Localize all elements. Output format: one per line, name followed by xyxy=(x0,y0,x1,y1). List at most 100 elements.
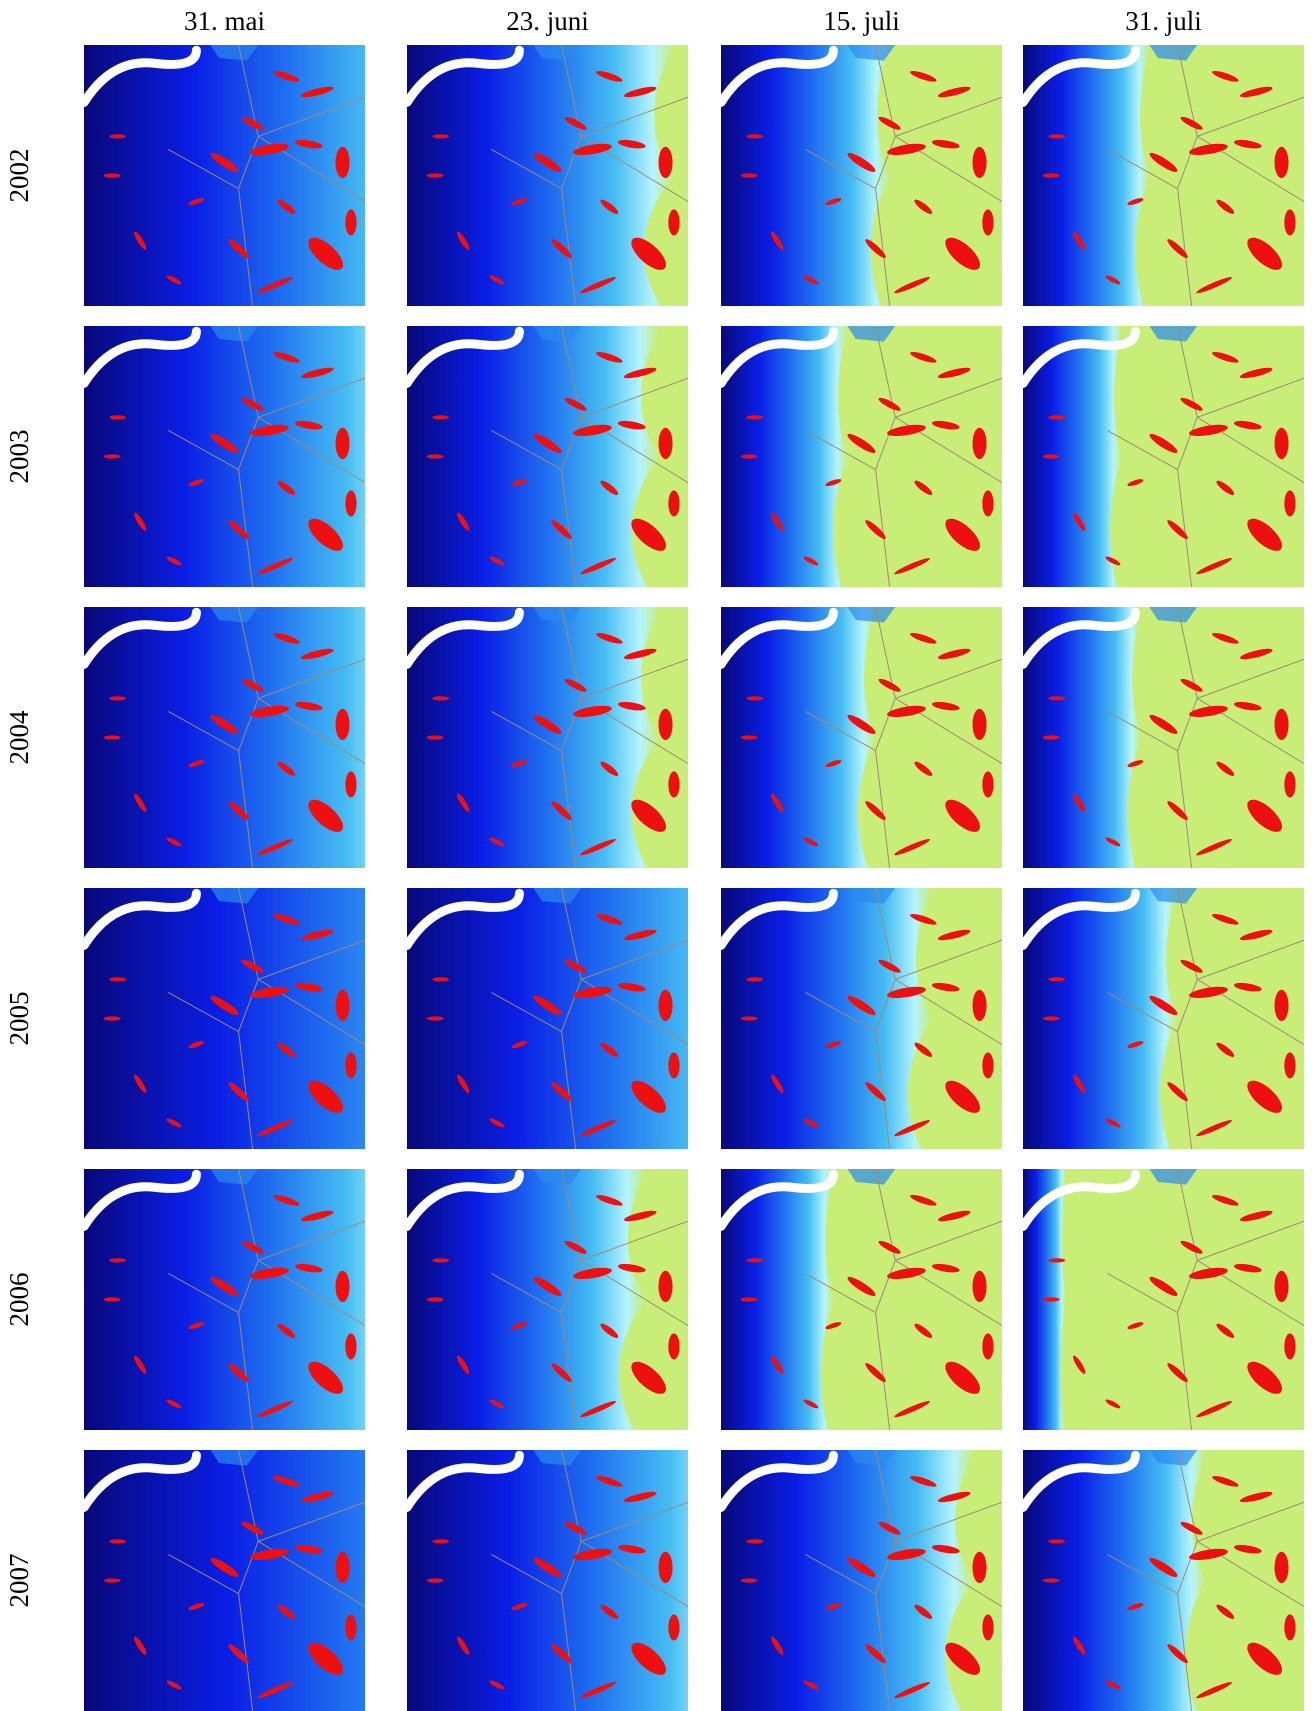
snow-cover xyxy=(84,326,365,587)
map-content xyxy=(84,1450,365,1711)
border-lines xyxy=(805,1169,1002,1430)
snow-cover xyxy=(407,45,674,306)
border-lines xyxy=(805,888,1002,1149)
map-panel xyxy=(721,45,1002,306)
snow-top xyxy=(847,326,896,342)
border-lines xyxy=(168,45,365,306)
snow-top xyxy=(533,45,582,61)
map-content xyxy=(407,45,688,306)
snow-cover xyxy=(407,1450,688,1711)
snow-top xyxy=(847,45,896,61)
river xyxy=(407,1450,524,1512)
map-panel xyxy=(721,607,1002,868)
map-panel xyxy=(84,1450,365,1711)
snow-cover xyxy=(407,1169,646,1430)
snow-top xyxy=(210,888,259,904)
map-content xyxy=(407,1450,688,1711)
border-lines xyxy=(491,1450,688,1711)
border-lines xyxy=(1107,1169,1304,1430)
river xyxy=(84,1450,201,1512)
snow-top xyxy=(533,607,582,623)
snow-cover xyxy=(407,326,660,587)
border-lines xyxy=(805,326,1002,587)
river xyxy=(1023,607,1140,669)
river xyxy=(721,1450,838,1512)
snow-cover xyxy=(721,607,876,868)
map-panel xyxy=(84,888,365,1149)
snow-cover xyxy=(84,607,365,868)
river xyxy=(407,1169,524,1231)
snow-top xyxy=(533,1450,582,1466)
snow-cover xyxy=(1023,607,1142,868)
snow-top xyxy=(533,326,582,342)
border-lines xyxy=(491,45,688,306)
map-panel xyxy=(407,888,688,1149)
map-content xyxy=(721,1450,1002,1711)
border-lines xyxy=(1107,45,1304,306)
river xyxy=(1023,1450,1140,1512)
map-content xyxy=(1023,326,1304,587)
snow-top xyxy=(210,326,259,342)
river xyxy=(721,888,838,950)
snow-top xyxy=(533,888,582,904)
map-panel xyxy=(721,888,1002,1149)
map-panel xyxy=(407,607,688,868)
map-panel xyxy=(407,326,688,587)
snow-top xyxy=(1149,607,1198,623)
map-content xyxy=(1023,1169,1304,1430)
border-lines xyxy=(805,1450,1002,1711)
column-header: 15. juli xyxy=(823,6,900,36)
map-content xyxy=(721,888,1002,1149)
map-content xyxy=(84,607,365,868)
map-panel xyxy=(1023,326,1304,587)
snow-top xyxy=(210,607,259,623)
snow-cover xyxy=(1023,326,1122,587)
map-panel xyxy=(721,1450,1002,1711)
map-content xyxy=(721,45,1002,306)
snow-top xyxy=(1149,1450,1198,1466)
snow-cover xyxy=(1023,45,1150,306)
map-panel xyxy=(1023,45,1304,306)
map-panel xyxy=(407,1450,688,1711)
river xyxy=(407,45,524,107)
border-lines xyxy=(168,888,365,1149)
river xyxy=(407,888,524,950)
river xyxy=(1023,326,1140,388)
border-lines xyxy=(168,607,365,868)
snow-cover xyxy=(84,1169,365,1430)
snow-cover xyxy=(1023,888,1178,1149)
border-lines xyxy=(491,607,688,868)
snow-cover xyxy=(407,888,688,1149)
snow-top xyxy=(1149,45,1198,61)
river xyxy=(84,607,201,669)
border-lines xyxy=(168,1169,365,1430)
map-content xyxy=(721,607,1002,868)
river xyxy=(721,1169,838,1231)
map-content xyxy=(407,607,688,868)
map-content xyxy=(1023,45,1304,306)
border-lines xyxy=(168,326,365,587)
map-content xyxy=(721,1169,1002,1430)
river xyxy=(721,607,838,669)
snow-top xyxy=(1149,888,1198,904)
map-content xyxy=(1023,607,1304,868)
map-content xyxy=(721,326,1002,587)
row-label: 2002 xyxy=(4,149,34,203)
snow-top xyxy=(847,1450,896,1466)
river xyxy=(407,607,524,669)
map-panel xyxy=(1023,607,1304,868)
snow-cover xyxy=(84,888,365,1149)
river xyxy=(407,326,524,388)
river xyxy=(721,45,838,107)
river xyxy=(84,45,201,107)
map-content xyxy=(84,888,365,1149)
row-label: 2004 xyxy=(4,710,34,765)
column-header: 31. juli xyxy=(1125,6,1202,36)
snow-cover xyxy=(407,607,660,868)
river xyxy=(84,1169,201,1231)
column-header: 31. mai xyxy=(184,6,265,36)
snow-top xyxy=(1149,326,1198,342)
snow-top xyxy=(210,1169,259,1185)
map-panel xyxy=(84,326,365,587)
